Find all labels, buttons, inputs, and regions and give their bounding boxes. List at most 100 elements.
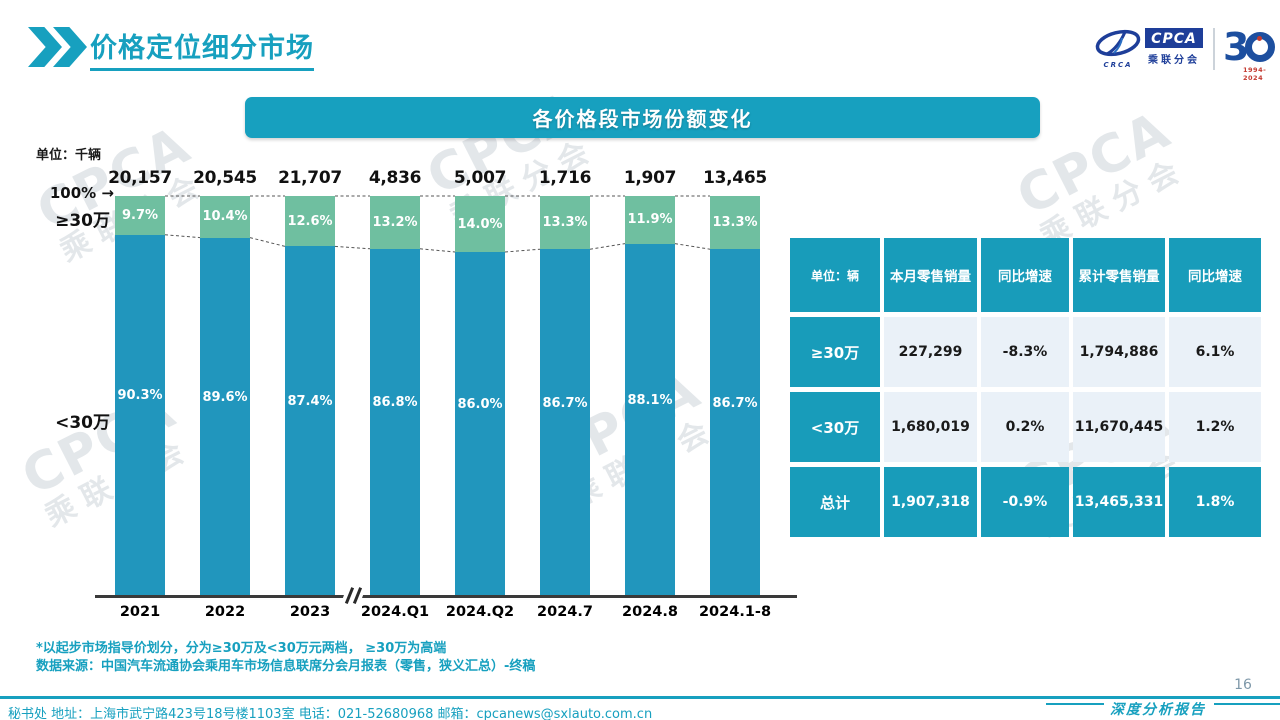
table-cell: 11,670,445: [1073, 392, 1165, 462]
premium-share-label: 13.2%: [372, 214, 418, 230]
footnote-source: 数据来源：中国汽车流通协会乘用车市场信息联席分会月报表（零售，狭义汇总）-终稿: [36, 658, 536, 674]
bar-segment-premium: 10.4%: [200, 196, 250, 238]
connector-line: [504, 248, 541, 253]
premium-share-label: 13.3%: [542, 215, 588, 231]
arrow-right-icon: →: [101, 184, 114, 202]
bar-segment-mass: 90.3%: [115, 234, 165, 596]
logo-divider: [1213, 28, 1215, 70]
bar-segment-mass: 87.4%: [285, 246, 335, 596]
table-cell: -8.3%: [981, 317, 1069, 387]
bar-segment-mass: 86.7%: [540, 249, 590, 596]
bar-segment-mass: 86.0%: [455, 252, 505, 596]
chart-title: 各价格段市场份额变化: [532, 107, 753, 131]
bar-segment-mass: 89.6%: [200, 237, 250, 596]
x-axis-label: 2024.7: [537, 604, 593, 620]
table-cell: 0.2%: [981, 392, 1069, 462]
summary-table: 单位：辆 本月零售销量 同比增速 累计零售销量 同比增速 ≥30万 227,299 -8.3%…: [790, 238, 1261, 537]
anniversary-30-logo: 3 1994-2024: [1223, 28, 1280, 82]
series-label-premium: ≥30万: [55, 211, 110, 231]
premium-share-label: 14.0%: [457, 216, 503, 232]
x-axis-label: 2024.Q2: [445, 604, 515, 620]
contact-info: 秘书处 地址：上海市武宁路423号18号楼1103室 电话：021-526809…: [8, 707, 653, 720]
table-cell: 227,299: [884, 317, 977, 387]
x-axis-label: 2024.Q1: [360, 604, 430, 620]
bar-segment-premium: 13.3%: [540, 196, 590, 250]
premium-share-label: 13.3%: [712, 215, 758, 231]
x-axis-label: 2022: [204, 604, 246, 620]
premium-share-label: 12.6%: [287, 213, 333, 229]
bar-segment-premium: 13.3%: [710, 196, 760, 250]
table-cell: 1,907,318: [884, 467, 977, 537]
table-cell: 13,465,331: [1073, 467, 1165, 537]
mass-share-label: 86.8%: [372, 395, 418, 411]
premium-share-label: 10.4%: [202, 209, 248, 225]
bar-total-label: 20,157: [108, 168, 172, 188]
connector-line: [249, 237, 286, 247]
report-label-rule-right: [1214, 703, 1280, 705]
x-axis-label: 2021: [119, 604, 161, 620]
bar-total-label: 20,545: [193, 168, 257, 188]
table-cell: 1.2%: [1169, 392, 1261, 462]
mass-share-label: 87.4%: [287, 394, 333, 410]
bar-segment-premium: 11.9%: [625, 196, 675, 244]
org-logos: CRCA CPCA 乘联分会 3 1994-2024: [1094, 28, 1280, 82]
chevron-right-icon: [28, 27, 62, 67]
bar-total-label: 1,716: [538, 168, 592, 188]
footnotes: *以起步市场指导价划分，分为≥30万及<30万元两档， ≥30万为高端 数据来源…: [36, 640, 535, 675]
bar-segment-mass: 86.7%: [710, 249, 760, 596]
stacked-bar-chart: 单位：千辆 100% → ≥30万 <30万 20,157 9.7% 90.3% 20…: [0, 140, 810, 650]
footer-divider: [0, 696, 1280, 699]
footnote-definition: *以起步市场指导价划分，分为≥30万及<30万元两档， ≥30万为高端: [36, 641, 447, 656]
connector-lines: [164, 195, 711, 253]
crca-logo-text: CRCA: [1103, 61, 1133, 69]
table-header-cell: 本月零售销量: [884, 238, 977, 312]
bar-total-label: 13,465: [703, 168, 767, 188]
connector-line: [334, 245, 371, 250]
table-cell: 1,794,886: [1073, 317, 1165, 387]
table-cell: 6.1%: [1169, 317, 1261, 387]
mass-share-label: 86.7%: [712, 395, 758, 411]
x-axis-label: 2023: [289, 604, 331, 620]
cpca-logo: CPCA 乘联分会: [1145, 28, 1203, 66]
series-label-mass: <30万: [55, 413, 110, 433]
unit-label: 单位：千辆: [36, 148, 102, 163]
axis-100-label: 100% →: [22, 184, 114, 202]
table-header-cell: 单位：辆: [790, 238, 880, 312]
bar-segment-premium: 14.0%: [455, 196, 505, 252]
crca-logo: CRCA: [1094, 28, 1142, 69]
bar-segment-mass: 88.1%: [625, 243, 675, 596]
report-label-rule-left: [1046, 703, 1104, 705]
anniversary-years: 1994-2024: [1243, 66, 1267, 82]
connector-line: [419, 248, 456, 253]
table-header-cell: 累计零售销量: [1073, 238, 1165, 312]
bar-total-label: 4,836: [368, 168, 422, 188]
bar-segment-mass: 86.8%: [370, 248, 420, 596]
table-header-cell: 同比增速: [1169, 238, 1261, 312]
cpca-logo-subtext: 乘联分会: [1148, 55, 1200, 66]
bar-segment-premium: 13.2%: [370, 196, 420, 249]
bar-total-label: 1,907: [623, 168, 677, 188]
mass-share-label: 90.3%: [117, 388, 163, 404]
connector-line: [164, 234, 201, 239]
bar-total-label: 21,707: [278, 168, 342, 188]
bar-segment-premium: 12.6%: [285, 196, 335, 247]
axis-100-text: 100%: [49, 184, 97, 202]
premium-share-label: 11.9%: [627, 212, 673, 228]
x-axis-line: [95, 595, 797, 598]
anniversary-ring-icon: [1245, 32, 1275, 62]
chart-title-banner: 各价格段市场份额变化: [245, 97, 1040, 138]
bar-segment-premium: 9.7%: [115, 196, 165, 235]
crca-ellipse-icon: [1095, 29, 1141, 57]
bar-total-label: 5,007: [453, 168, 507, 188]
cpca-logo-text: CPCA: [1145, 28, 1203, 48]
anniversary-dot-icon: [1257, 36, 1262, 41]
premium-share-label: 9.7%: [121, 207, 159, 223]
report-type-label: 深度分析报告: [1110, 702, 1206, 718]
connector-line: [674, 243, 711, 250]
mass-share-label: 88.1%: [627, 392, 673, 408]
mass-share-label: 86.7%: [542, 395, 588, 411]
page-number: 16: [1234, 677, 1252, 693]
table-cell: 1,680,019: [884, 392, 977, 462]
table-row-label: 总计: [790, 467, 880, 537]
